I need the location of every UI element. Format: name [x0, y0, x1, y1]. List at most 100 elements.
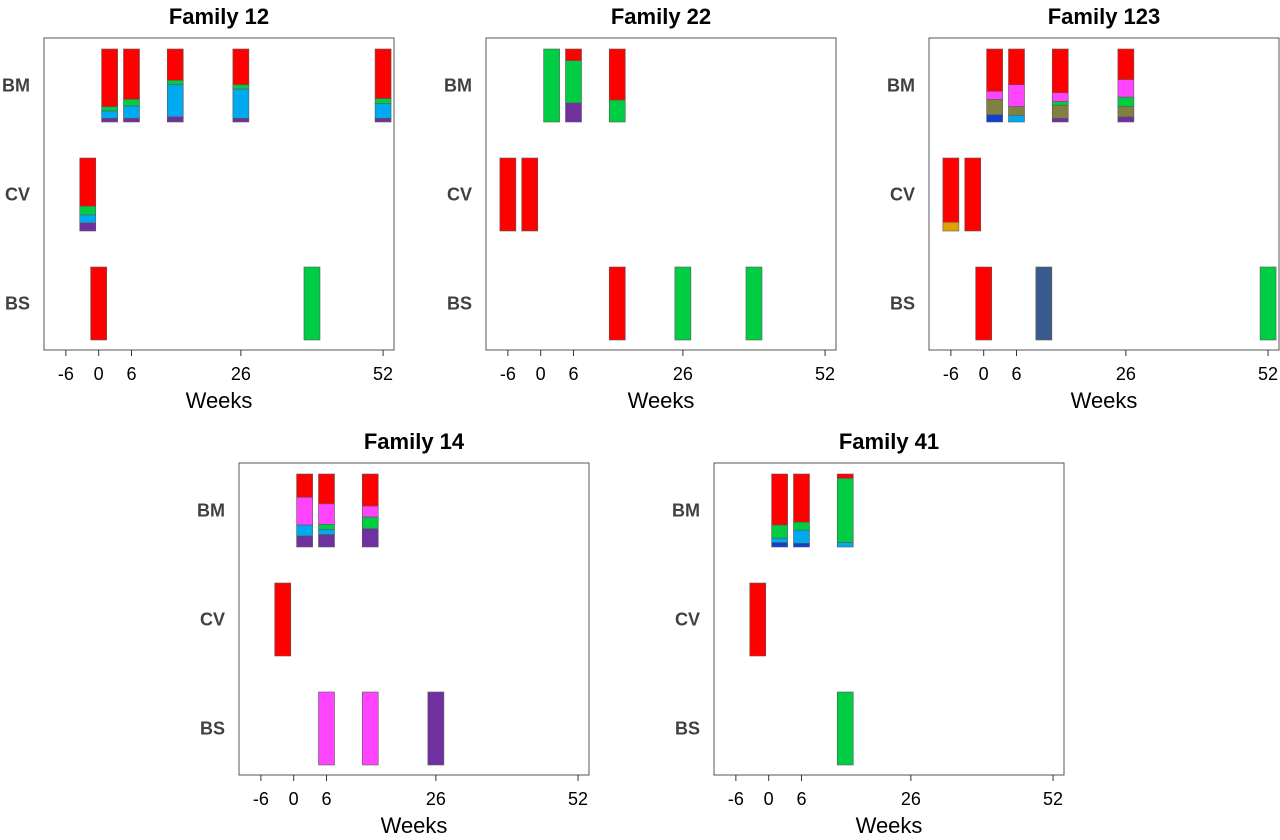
- bar-segment: [318, 473, 335, 505]
- chart-title: Family 41: [839, 429, 939, 454]
- bar-segment: [374, 103, 392, 119]
- bar-segment: [318, 503, 335, 525]
- plot-frame: [928, 37, 1280, 351]
- bar-bs-week-39: [745, 266, 763, 341]
- bar-segment: [374, 98, 392, 105]
- bar-bs-week-26: [674, 266, 692, 341]
- bar-cv-week--2: [79, 157, 97, 232]
- bar-segment: [427, 691, 445, 766]
- bar-segment: [1117, 106, 1135, 118]
- bar-segment: [274, 582, 292, 657]
- bar-segment: [986, 48, 1003, 92]
- bar-segment: [123, 105, 140, 119]
- x-tick-label: 0: [289, 789, 299, 809]
- bar-cv-week--2: [749, 582, 767, 657]
- bar-segment: [964, 157, 982, 232]
- row-label-cv: CV: [675, 610, 700, 630]
- bar-bs-week-14: [836, 691, 854, 766]
- row-label-cv: CV: [5, 185, 30, 205]
- row-label-bm: BM: [444, 76, 472, 96]
- bar-segment: [1051, 48, 1069, 94]
- x-tick-label: 26: [231, 364, 251, 384]
- bar-segment: [166, 116, 184, 123]
- bar-segment: [793, 529, 810, 544]
- bar-segment: [101, 106, 118, 112]
- row-label-bm: BM: [2, 76, 30, 96]
- bar-bs-week-0: [90, 266, 107, 341]
- x-tick-label: 6: [568, 364, 578, 384]
- bar-segment: [374, 48, 392, 99]
- bar-segment: [608, 266, 626, 341]
- row-label-bs: BS: [5, 294, 30, 314]
- bar-segment: [521, 157, 539, 232]
- bar-segment: [771, 537, 788, 543]
- chart-title: Family 123: [1048, 4, 1161, 29]
- x-tick-label: 26: [426, 789, 446, 809]
- x-tick-label: 0: [979, 364, 989, 384]
- bar-segment: [101, 48, 118, 107]
- chart-title: Family 14: [364, 429, 465, 454]
- row-label-cv: CV: [200, 610, 225, 630]
- bar-segment: [1117, 79, 1135, 98]
- bar-segment: [771, 473, 788, 526]
- bar-segment: [374, 118, 392, 123]
- bar-bm-week-14: [836, 473, 854, 548]
- bar-bs-week-0: [975, 266, 992, 341]
- chart-title: Family 12: [169, 4, 269, 29]
- bar-segment: [836, 478, 854, 543]
- bar-segment: [836, 691, 854, 766]
- row-label-bs: BS: [200, 719, 225, 739]
- chart-panel-family-12: Family 12 BM CV BS -6 0 6 26 52 Weeks: [2, 4, 395, 413]
- bar-segment: [942, 157, 960, 223]
- bar-segment: [303, 266, 321, 341]
- x-tick-label: 6: [796, 789, 806, 809]
- bar-segment: [1051, 104, 1069, 119]
- x-tick-label: 0: [536, 364, 546, 384]
- row-label-cv: CV: [890, 185, 915, 205]
- bar-segment: [1259, 266, 1277, 341]
- x-tick-label: 52: [1043, 789, 1063, 809]
- bar-segment: [232, 88, 250, 119]
- bar-segment: [986, 91, 1003, 100]
- bar-segment: [79, 205, 97, 216]
- x-tick-label: 52: [568, 789, 588, 809]
- bar-segment: [749, 582, 767, 657]
- x-tick-label: 6: [126, 364, 136, 384]
- bar-segment: [232, 48, 250, 86]
- x-tick-label: 6: [321, 789, 331, 809]
- bar-segment: [1051, 118, 1069, 123]
- chart-panel-family-22: Family 22 BM CV BS -6 0 6 26 52 Weeks: [444, 4, 837, 413]
- bar-bm-week-6: [1008, 48, 1025, 123]
- x-tick-label: -6: [728, 789, 744, 809]
- bar-bs-week-6: [318, 691, 335, 766]
- chart-panel-family-123: Family 123 BM CV BS -6 0 6 26 52 Weeks: [887, 4, 1280, 413]
- bar-bm-week-6: [123, 48, 140, 123]
- bar-segment: [674, 266, 692, 341]
- bar-bm-week-14: [608, 48, 626, 123]
- bar-bs-week-11: [1035, 266, 1053, 341]
- bar-bm-week-26: [1117, 48, 1135, 123]
- bar-segment: [361, 528, 379, 548]
- bar-segment: [771, 542, 788, 548]
- bar-segment: [1035, 266, 1053, 341]
- bar-bm-week-2: [986, 48, 1003, 123]
- x-tick-label: 6: [1011, 364, 1021, 384]
- bar-bm-week-14: [1051, 48, 1069, 123]
- bar-bs-week-14: [361, 691, 379, 766]
- x-tick-label: 0: [94, 364, 104, 384]
- bar-bm-week-6: [565, 48, 582, 123]
- bar-segment: [232, 84, 250, 90]
- bar-segment: [771, 524, 788, 539]
- bar-bm-week-14: [166, 48, 184, 123]
- bar-segment: [836, 542, 854, 548]
- plot-frame: [43, 37, 395, 351]
- bar-segment: [608, 99, 626, 123]
- bar-segment: [318, 534, 335, 548]
- row-label-bm: BM: [887, 76, 915, 96]
- bar-segment: [565, 48, 582, 61]
- bar-segment: [565, 60, 582, 104]
- bar-segment: [1117, 48, 1135, 80]
- bar-segment: [1051, 92, 1069, 102]
- bar-segment: [361, 505, 379, 518]
- plot-frame: [238, 462, 590, 776]
